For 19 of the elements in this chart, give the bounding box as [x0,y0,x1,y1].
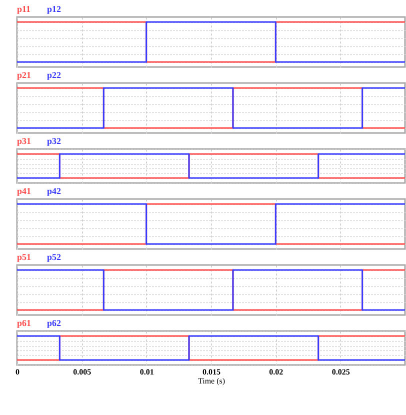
text: p61 [17,318,32,328]
text: p51 [17,252,32,262]
x-axis-title: Time (s) [198,376,226,386]
x-tick-label: 0 [16,368,20,376]
x-tick-label: 0.02 [269,368,284,376]
series-label: p31 [17,136,32,146]
series-label: p32 [47,136,62,146]
x-tick-label: 0.015 [202,368,220,376]
series-label: p11 [17,4,32,14]
series-label: p42 [47,186,62,196]
series-label: p52 [47,252,62,262]
x-tick-label: 0.01 [140,368,154,376]
text: p12 [47,4,62,14]
text: p41 [17,186,32,196]
x-tick-label: 0.025 [332,368,350,376]
x-tick-label: 0.005 [73,368,92,376]
text: p22 [47,70,62,80]
series-label: p62 [47,318,62,328]
series-label: p21 [17,70,32,80]
